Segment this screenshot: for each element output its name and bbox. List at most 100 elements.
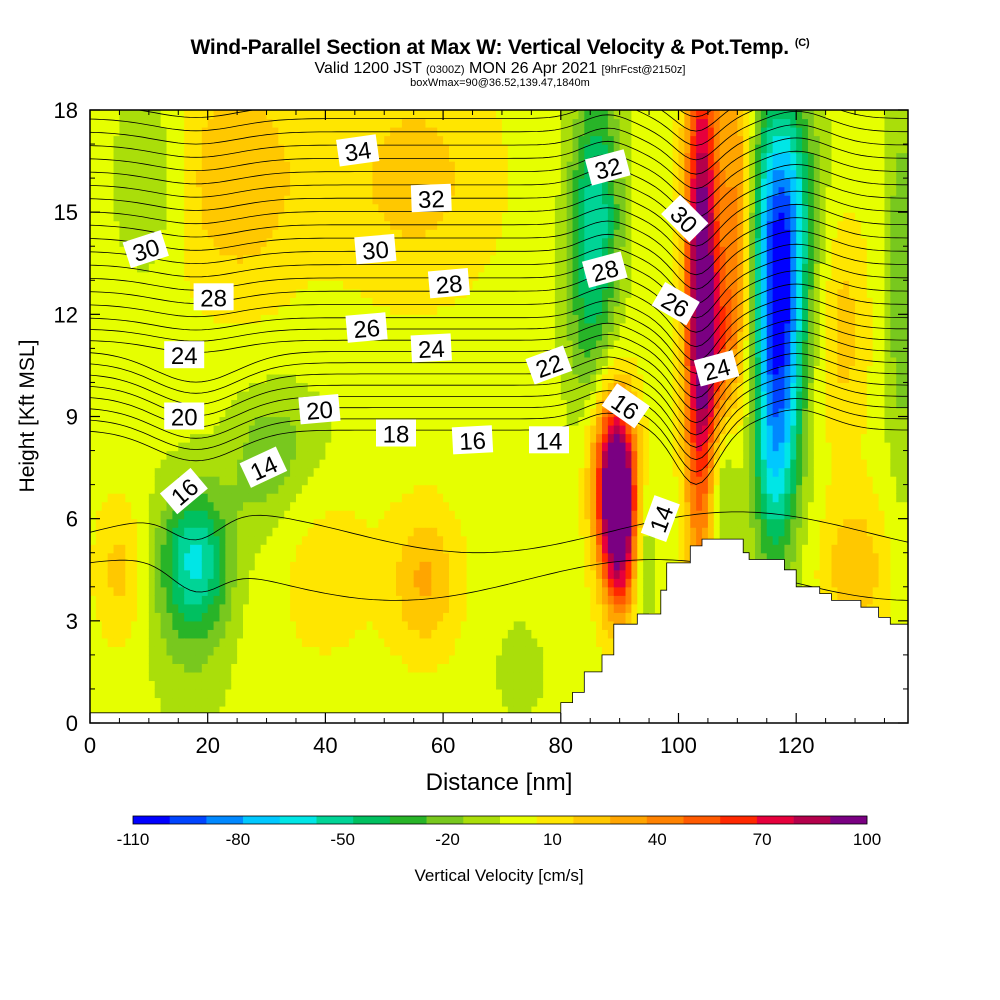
w-cell: [172, 569, 179, 579]
w-cell: [160, 271, 168, 281]
w-cell: [437, 178, 444, 188]
w-cell: [337, 399, 344, 409]
w-cell: [396, 356, 403, 367]
w-cell: [407, 612, 415, 622]
w-cell: [237, 612, 244, 622]
w-cell: [307, 680, 315, 690]
w-cell: [219, 135, 226, 145]
w-cell: [284, 663, 291, 673]
w-cell: [248, 493, 256, 503]
w-cell: [319, 203, 326, 213]
w-cell: [301, 612, 309, 622]
w-cell: [207, 697, 215, 707]
w-cell: [231, 118, 238, 128]
w-cell: [201, 322, 209, 332]
w-cell: [372, 586, 379, 596]
w-cell: [419, 254, 427, 264]
w-cell: [413, 271, 421, 281]
w-cell: [301, 195, 309, 205]
w-cell: [260, 305, 268, 315]
w-cell: [366, 637, 374, 647]
w-cell: [142, 450, 150, 460]
w-cell: [472, 382, 479, 392]
w-cell: [137, 348, 144, 358]
w-cell: [237, 186, 244, 196]
w-cell: [396, 646, 403, 656]
w-cell: [166, 297, 173, 307]
w-cell: [396, 527, 403, 537]
w-cell: [254, 373, 262, 384]
w-cell: [125, 382, 132, 392]
w-cell: [490, 203, 497, 213]
w-cell: [90, 322, 97, 332]
w-cell: [107, 118, 115, 128]
w-cell: [237, 110, 244, 120]
w-cell: [348, 280, 356, 290]
w-cell: [113, 510, 121, 520]
w-cell: [313, 331, 321, 341]
w-cell: [213, 348, 221, 358]
w-cell: [260, 697, 268, 707]
w-cell: [472, 271, 479, 281]
w-cell: [131, 671, 138, 682]
w-cell: [313, 637, 321, 647]
w-cell: [254, 671, 262, 682]
w-cell: [160, 561, 168, 571]
w-cell: [160, 705, 168, 716]
w-cell: [243, 331, 250, 341]
w-cell: [131, 680, 138, 690]
w-cell: [390, 390, 397, 401]
w-cell: [348, 399, 356, 409]
w-cell: [278, 527, 285, 537]
w-cell: [148, 127, 156, 137]
w-cell: [490, 663, 497, 673]
w-cell: [278, 118, 285, 128]
w-cell: [484, 697, 491, 707]
w-cell: [396, 152, 403, 162]
w-cell: [431, 229, 438, 239]
w-cell: [325, 339, 332, 349]
w-cell: [384, 612, 391, 622]
w-cell: [284, 552, 291, 562]
w-cell: [90, 339, 97, 349]
w-cell: [231, 569, 238, 579]
w-cell: [413, 450, 421, 460]
w-cell: [142, 169, 150, 179]
w-cell: [266, 246, 274, 256]
w-cell: [172, 135, 179, 145]
w-cell: [313, 578, 321, 588]
w-cell: [90, 365, 97, 375]
w-cell: [401, 697, 409, 707]
w-cell: [154, 629, 162, 639]
w-cell: [131, 552, 138, 562]
w-cell: [113, 680, 121, 690]
w-cell: [419, 110, 427, 120]
w-cell: [254, 595, 262, 605]
w-cell: [319, 535, 326, 545]
w-cell: [213, 339, 221, 349]
w-cell: [378, 263, 385, 273]
w-cell: [366, 203, 374, 213]
w-cell: [472, 705, 479, 716]
w-cell: [172, 254, 179, 264]
w-cell: [472, 595, 479, 605]
w-cell: [101, 135, 109, 145]
w-cell: [190, 365, 197, 375]
w-cell: [407, 671, 415, 682]
w-cell: [90, 595, 97, 605]
w-cell: [325, 331, 332, 341]
w-cell: [131, 705, 138, 716]
w-cell: [119, 484, 126, 494]
w-cell: [360, 620, 368, 630]
w-cell: [119, 680, 126, 690]
w-cell: [148, 637, 156, 647]
w-cell: [319, 373, 326, 384]
w-cell: [301, 263, 309, 273]
w-cell: [390, 152, 397, 162]
w-cell: [295, 578, 303, 588]
w-cell: [454, 305, 462, 315]
w-cell: [360, 697, 368, 707]
w-cell: [142, 110, 150, 120]
w-cell: [172, 288, 179, 298]
w-cell: [178, 595, 185, 605]
